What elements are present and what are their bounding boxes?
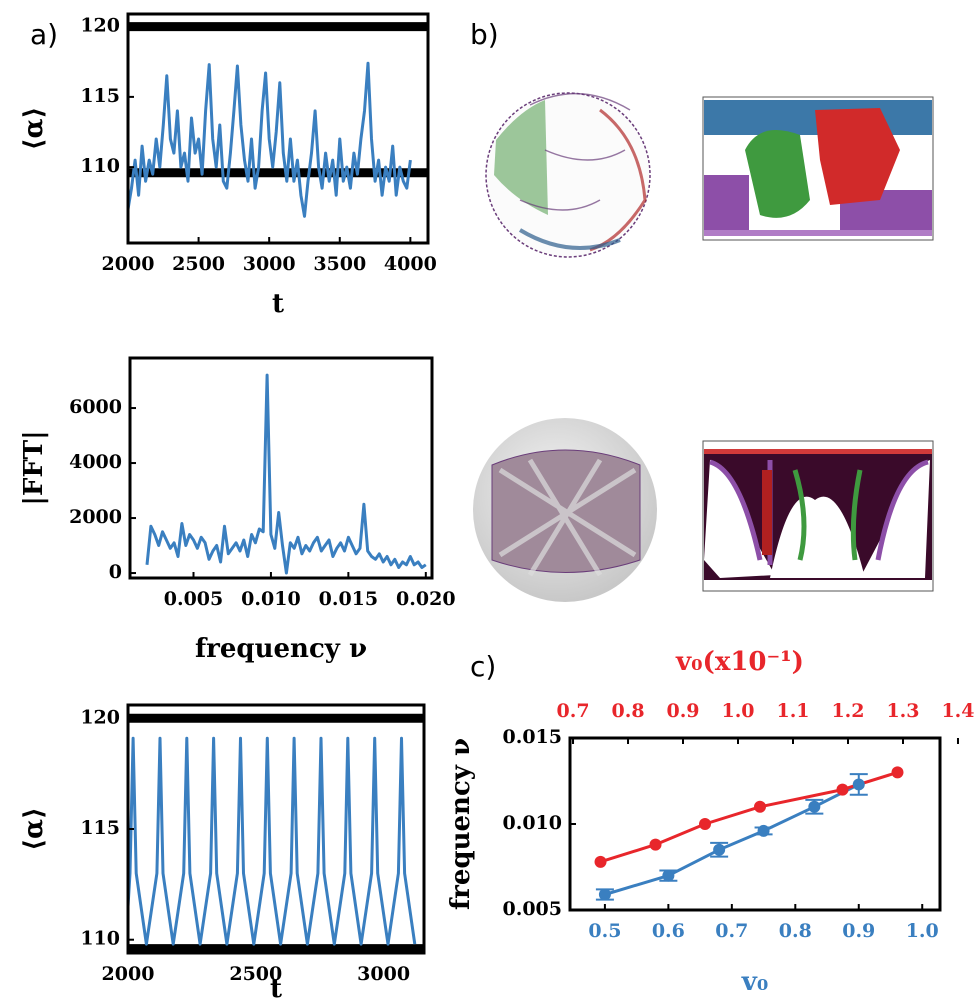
x-tick-label: 0.8 — [779, 920, 812, 942]
x-tick-label: 2500 — [172, 253, 225, 275]
x-tick-label: 2500 — [229, 963, 282, 985]
axes-frame — [128, 356, 434, 580]
plot-area — [600, 770, 898, 896]
x-tick-label: 0.020 — [396, 588, 456, 610]
axes-frame — [126, 12, 430, 245]
x2-tick-label: 0.8 — [611, 700, 644, 722]
panel-label: b) — [470, 18, 499, 51]
y-tick-label: 0.005 — [503, 898, 563, 920]
y-tick-label: 110 — [80, 928, 120, 950]
x-tick-label: 0.010 — [241, 588, 301, 610]
data-line — [128, 736, 417, 946]
x-tick-label: 2000 — [102, 253, 155, 275]
y-tick-label: 110 — [80, 155, 120, 177]
data-point — [594, 855, 607, 868]
sphere-trajectories — [485, 92, 651, 258]
y-tick-label: 0.010 — [503, 812, 563, 834]
x-axis-label: v₀ — [741, 967, 769, 997]
data-point — [699, 818, 712, 830]
y-tick-label: 115 — [80, 85, 120, 107]
y-tick-label: 115 — [80, 817, 120, 839]
panel-label: a) — [30, 18, 58, 51]
data-point — [598, 888, 611, 901]
axes-frame — [568, 736, 942, 912]
plot-area — [145, 373, 427, 575]
plot-area — [128, 22, 428, 218]
y-tick-label: 4000 — [69, 451, 122, 473]
y-tick-label: 2000 — [69, 506, 122, 528]
y-tick-label: 120 — [80, 15, 120, 37]
y-tick-label: 0.015 — [503, 726, 563, 748]
y-tick-label: 0 — [109, 561, 122, 583]
data-line — [145, 373, 427, 575]
data-point — [836, 783, 849, 796]
x-tick-label: 3500 — [313, 253, 366, 275]
x-tick-label: 0.7 — [715, 920, 748, 942]
x2-tick-label: 1.2 — [831, 700, 864, 722]
data-point — [649, 838, 662, 851]
x2-tick-label: 0.7 — [556, 700, 589, 722]
sphere-ordered — [473, 418, 657, 602]
data-line — [604, 783, 860, 896]
plot-area — [128, 713, 424, 953]
data-point — [852, 778, 865, 791]
x-axis-label: t — [272, 289, 284, 319]
data-point — [808, 800, 821, 813]
unfolded-ordered — [702, 440, 934, 592]
x2-tick-label: 1.3 — [886, 700, 919, 722]
x-tick-label: 3000 — [357, 963, 410, 985]
data-point — [713, 843, 726, 856]
y-tick-label: 120 — [80, 706, 120, 728]
y-axis-label: frequency ν — [446, 738, 476, 910]
x2-tick-label: 1.4 — [941, 700, 974, 722]
x-tick-label: 0.6 — [652, 920, 685, 942]
x2-tick-label: 1.1 — [776, 700, 809, 722]
x-tick-label: 3000 — [243, 253, 296, 275]
unfolded-surface — [702, 96, 934, 241]
y-axis-label: ⟨α⟩ — [19, 807, 49, 851]
data-point — [891, 766, 904, 779]
x-tick-label: 4000 — [384, 253, 437, 275]
x-tick-label: 0.9 — [842, 920, 875, 942]
y-axis-label: |FFT| — [19, 430, 49, 505]
y-tick-label: 6000 — [69, 396, 122, 418]
x-tick-label: 2000 — [102, 963, 155, 985]
y-axis-label: ⟨α⟩ — [19, 107, 49, 151]
x-tick-label: 0.015 — [319, 588, 379, 610]
x-tick-label: 0.005 — [164, 588, 224, 610]
x-axis-label: t — [270, 974, 282, 1003]
x2-axis-label: v₀(x10⁻¹) — [675, 647, 804, 677]
x-axis-label: frequency ν — [195, 634, 367, 664]
data-point — [754, 800, 767, 813]
data-point — [662, 869, 675, 882]
data-line — [128, 61, 412, 218]
data-point — [757, 824, 770, 837]
panel-label: c) — [470, 650, 496, 683]
x2-tick-label: 0.9 — [666, 700, 699, 722]
x-tick-label: 1.0 — [906, 920, 939, 942]
data-line — [600, 770, 898, 864]
x-tick-label: 0.5 — [588, 920, 621, 942]
x2-tick-label: 1.0 — [721, 700, 754, 722]
